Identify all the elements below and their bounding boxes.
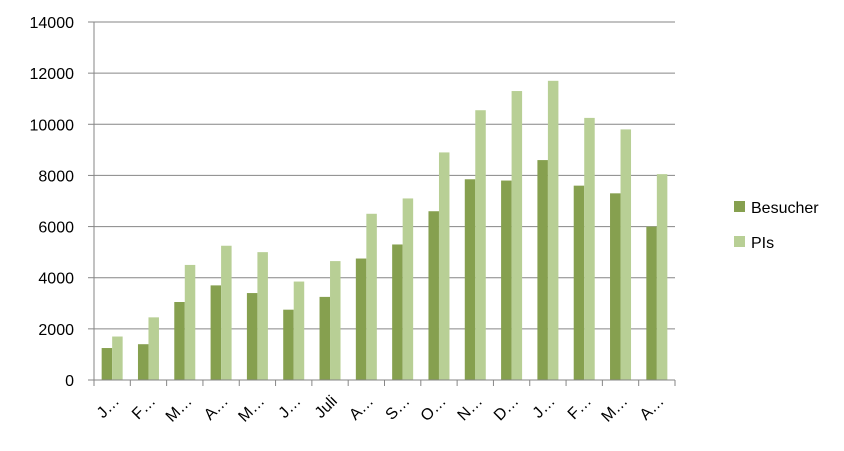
y-tick-label: 4000 bbox=[38, 271, 74, 288]
x-tick-label: J… bbox=[276, 393, 305, 422]
x-tick-label: S… bbox=[383, 393, 414, 424]
legend-label-besucher: Besucher bbox=[751, 200, 819, 217]
bar-pis-10 bbox=[475, 110, 486, 380]
bar-besucher-6 bbox=[319, 296, 331, 380]
y-tick-label: 14000 bbox=[30, 15, 75, 32]
x-tick-label: F… bbox=[129, 393, 159, 423]
bar-besucher-11 bbox=[501, 180, 512, 380]
bar-besucher-7 bbox=[355, 258, 367, 380]
bar-besucher-9 bbox=[428, 211, 439, 380]
x-tick-label: O… bbox=[418, 393, 450, 425]
bar-besucher-0 bbox=[101, 348, 113, 380]
bar-besucher-4 bbox=[246, 293, 258, 380]
bar-pis-5 bbox=[293, 281, 305, 380]
bar-pis-2 bbox=[184, 264, 196, 380]
y-tick-label: 0 bbox=[65, 373, 74, 390]
bar-pis-13 bbox=[584, 117, 595, 381]
bar-pis-11 bbox=[511, 91, 523, 381]
x-tick-label: A… bbox=[201, 393, 232, 424]
y-tick-label: 10000 bbox=[30, 117, 75, 134]
bar-pis-12 bbox=[547, 80, 559, 381]
x-tick-label: J… bbox=[530, 393, 559, 422]
bar-pis-0 bbox=[112, 336, 123, 380]
x-tick-label: M… bbox=[163, 393, 196, 426]
x-tick-label: M… bbox=[599, 393, 632, 426]
bar-besucher-8 bbox=[392, 244, 403, 380]
bar-pis-15 bbox=[656, 174, 668, 380]
bar-besucher-12 bbox=[537, 160, 548, 380]
y-tick-label: 6000 bbox=[38, 220, 74, 237]
y-tick-label: 12000 bbox=[30, 66, 75, 83]
legend: Besucher PIs bbox=[734, 200, 819, 252]
bar-besucher-15 bbox=[646, 226, 657, 380]
y-axis-ticks: 0 2000 4000 6000 8000 10000 12000 14000 bbox=[30, 15, 75, 390]
legend-swatch-pis bbox=[734, 236, 745, 247]
bar-pis-7 bbox=[366, 213, 377, 380]
bar-besucher-1 bbox=[137, 344, 149, 380]
bar-besucher-14 bbox=[610, 193, 621, 380]
y-tick-label: 2000 bbox=[38, 322, 74, 339]
y-tick-label: 8000 bbox=[38, 168, 74, 185]
bars-layer bbox=[101, 80, 668, 381]
bar-pis-4 bbox=[257, 252, 268, 380]
bar-besucher-3 bbox=[210, 285, 222, 380]
x-tick-label: A… bbox=[637, 393, 668, 424]
x-tick-label: J… bbox=[94, 393, 123, 422]
x-tick-label: F… bbox=[565, 393, 595, 423]
x-tick-label: N… bbox=[455, 393, 487, 425]
bar-pis-14 bbox=[620, 129, 632, 380]
bar-pis-9 bbox=[438, 152, 450, 380]
bar-pis-3 bbox=[221, 245, 232, 380]
bar-pis-1 bbox=[148, 317, 159, 380]
bar-besucher-5 bbox=[283, 309, 294, 380]
bar-pis-8 bbox=[402, 198, 414, 380]
legend-label-pis: PIs bbox=[751, 235, 774, 252]
axes bbox=[93, 22, 676, 386]
bar-besucher-13 bbox=[573, 185, 585, 380]
x-tick-label: Juli bbox=[312, 393, 341, 422]
legend-swatch-besucher bbox=[734, 201, 745, 212]
x-tick-label: M… bbox=[235, 393, 268, 426]
x-tick-label: A… bbox=[346, 393, 377, 424]
bar-besucher-10 bbox=[464, 179, 476, 380]
bar-besucher-2 bbox=[174, 302, 185, 380]
bar-pis-6 bbox=[330, 261, 341, 380]
x-tick-label: D… bbox=[491, 393, 523, 425]
x-axis-ticks: J… F… M… A… M… J… Juli A… S… O… N… D… J… F… M… A… bbox=[94, 393, 668, 426]
